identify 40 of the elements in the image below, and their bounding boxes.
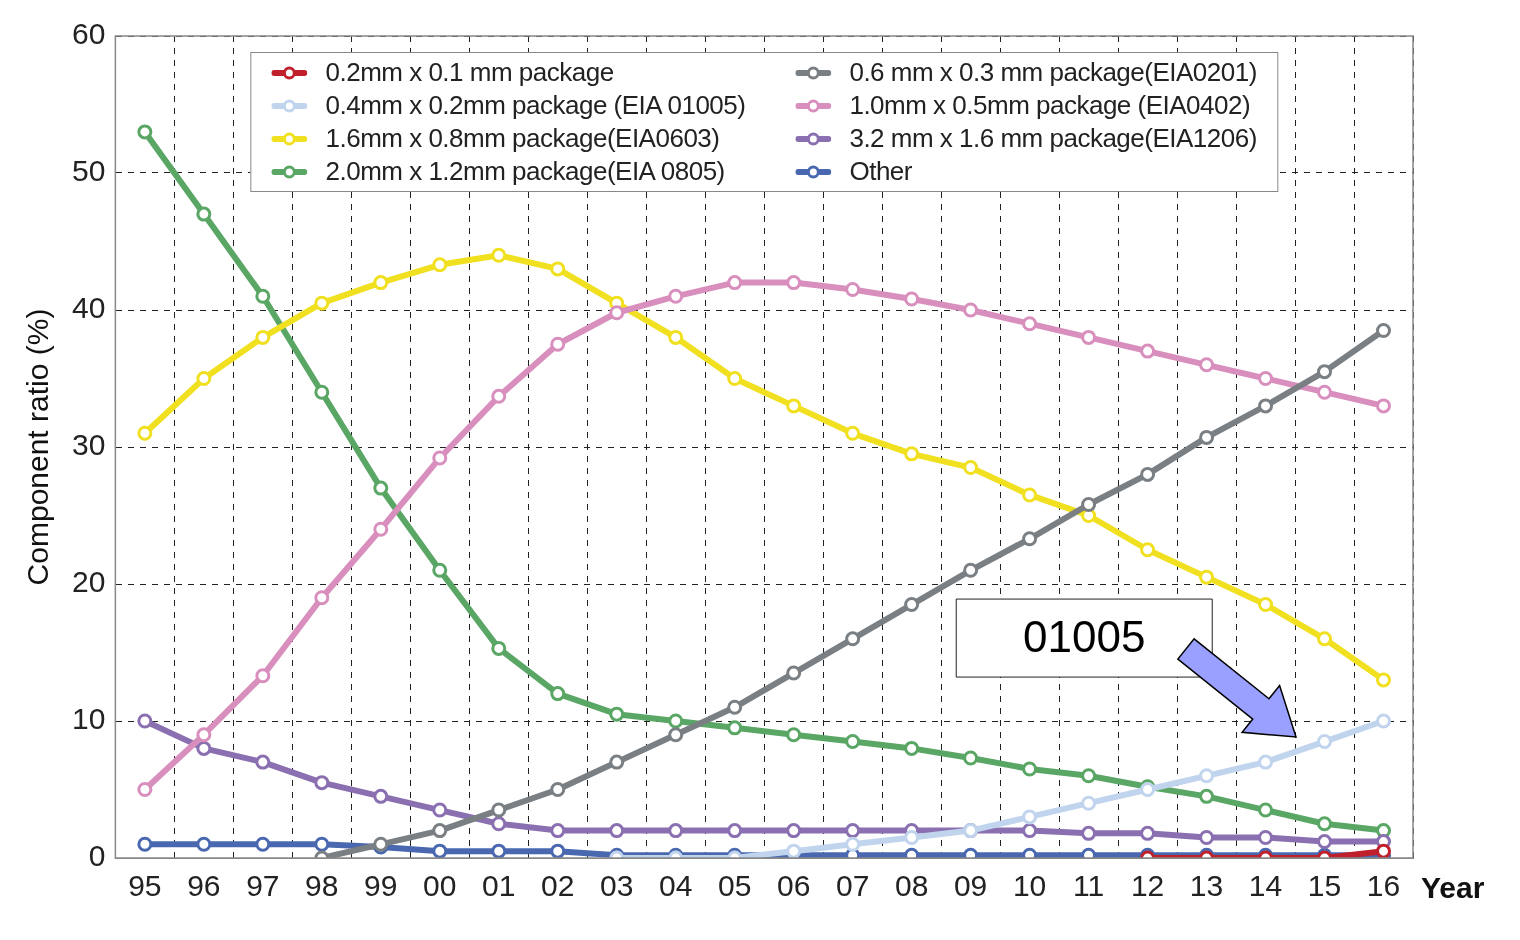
x-tick-label: 13 — [1189, 869, 1224, 903]
x-tick-label: 14 — [1248, 869, 1283, 903]
legend-label: 1.0mm x 0.5mm package (EIA0402) — [849, 90, 1251, 121]
legend-label: 0.2mm x 0.1 mm package — [325, 57, 614, 88]
y-axis-title: Component ratio (%) — [21, 308, 55, 586]
x-axis-title: Year — [1421, 871, 1485, 905]
y-tick-label: 30 — [71, 428, 106, 462]
x-tick-label: 07 — [835, 869, 870, 903]
legend-label: 0.4mm x 0.2mm package (EIA 01005) — [325, 90, 746, 121]
legend-label: 2.0mm x 1.2mm package(EIA 0805) — [325, 156, 725, 187]
y-tick-label: 20 — [71, 565, 106, 599]
annotation: 01005 — [1023, 612, 1146, 662]
y-tick-label: 60 — [71, 17, 106, 51]
x-tick-label: 09 — [953, 869, 988, 903]
x-tick-label: 16 — [1366, 869, 1401, 903]
y-tick-label: 0 — [88, 839, 106, 873]
x-tick-label: 99 — [364, 869, 398, 903]
x-tick-label: 00 — [423, 869, 457, 903]
legend-label: 0.6 mm x 0.3 mm package(EIA0201) — [849, 57, 1257, 88]
x-tick-label: 98 — [305, 869, 339, 903]
x-tick-label: 11 — [1073, 869, 1105, 903]
x-tick-label: 96 — [187, 869, 221, 903]
x-tick-label: 03 — [600, 869, 634, 903]
x-tick-label: 05 — [718, 869, 752, 903]
x-tick-label: 15 — [1307, 869, 1342, 903]
x-tick-label: 95 — [128, 869, 162, 903]
y-tick-label: 10 — [71, 702, 106, 736]
x-tick-label: 04 — [659, 869, 693, 903]
legend-label: Other — [849, 156, 912, 187]
x-tick-label: 12 — [1130, 869, 1165, 903]
x-tick-label: 01 — [482, 869, 516, 903]
x-tick-label: 97 — [246, 869, 280, 903]
y-tick-label: 50 — [71, 154, 106, 188]
x-tick-label: 06 — [776, 869, 811, 903]
legend-label: 1.6mm x 0.8mm package(EIA0603) — [325, 123, 720, 154]
legend-label: 3.2 mm x 1.6 mm package(EIA1206) — [849, 123, 1257, 154]
x-tick-label: 02 — [541, 869, 575, 903]
y-tick-label: 40 — [71, 291, 106, 325]
x-tick-label: 08 — [894, 869, 929, 903]
x-tick-label: 10 — [1012, 869, 1047, 903]
